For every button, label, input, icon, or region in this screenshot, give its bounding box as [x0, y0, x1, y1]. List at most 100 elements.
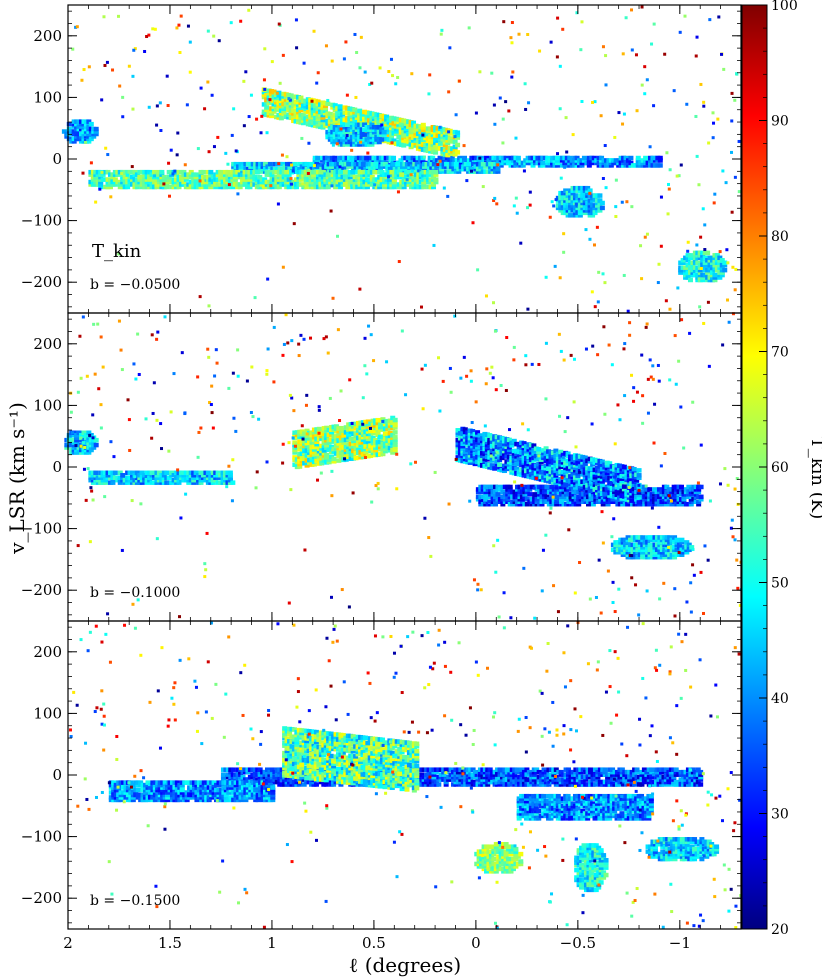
data-cell [582, 455, 588, 460]
data-cell [661, 487, 667, 492]
data-cell [593, 243, 597, 247]
data-cell [672, 89, 676, 93]
data-cell [590, 213, 596, 218]
data-cell [519, 499, 525, 504]
data-cell [93, 177, 99, 182]
data-cell [688, 494, 694, 500]
data-cell [590, 489, 596, 495]
data-cell [169, 148, 173, 152]
data-cell [117, 480, 123, 485]
data-cell [338, 161, 344, 167]
data-cell [593, 305, 597, 309]
emission-structure [678, 250, 728, 283]
data-cell [668, 168, 672, 172]
data-cell [166, 475, 172, 480]
data-cell [349, 127, 355, 132]
data-cell [683, 272, 689, 278]
data-cell [554, 499, 560, 504]
data-cell [314, 161, 320, 167]
data-cell [360, 177, 366, 182]
data-cell [218, 169, 224, 175]
data-cell [705, 270, 711, 275]
data-cell [303, 179, 309, 185]
data-cell [687, 265, 693, 270]
data-cell [622, 112, 626, 116]
data-cell [248, 166, 254, 172]
data-cell [164, 470, 170, 476]
data-cell [507, 109, 511, 113]
data-cell [577, 188, 583, 193]
data-cell [335, 179, 341, 185]
data-cell [687, 253, 693, 258]
data-cell [325, 172, 331, 177]
data-cell [730, 119, 734, 123]
data-cell [713, 192, 717, 196]
data-cell [276, 202, 280, 206]
y-tick-label: 200 [33, 27, 62, 45]
data-cell [600, 499, 606, 504]
data-cell [555, 160, 561, 166]
data-cell [263, 47, 267, 51]
data-cell [604, 465, 610, 471]
data-cell [576, 489, 582, 495]
data-cell [379, 169, 385, 175]
data-cell [144, 480, 150, 485]
data-cell [152, 169, 158, 175]
data-cell [474, 111, 478, 115]
data-cell [560, 457, 566, 463]
data-cell [276, 184, 282, 190]
data-cell [531, 450, 537, 456]
data-cell [288, 93, 294, 98]
data-cell [149, 182, 155, 187]
data-cell [695, 260, 701, 265]
data-cell [681, 497, 687, 502]
data-cell [497, 462, 503, 467]
data-cell [350, 148, 354, 152]
data-cell [253, 296, 257, 300]
data-cell [421, 184, 427, 190]
data-cell [493, 196, 497, 200]
data-cell [587, 205, 593, 211]
data-cell [132, 48, 136, 52]
data-cell [394, 174, 400, 180]
data-cell [664, 299, 668, 303]
data-cell [696, 487, 702, 492]
data-cell [419, 305, 423, 309]
data-cell [420, 158, 426, 163]
data-cell [213, 179, 219, 185]
data-cell [281, 53, 285, 57]
data-cell [737, 190, 741, 194]
data-cell [510, 41, 514, 45]
data-cell [169, 480, 175, 485]
data-cell [332, 155, 338, 161]
data-cell [528, 203, 532, 207]
data-cell [166, 177, 172, 182]
data-cell [401, 184, 407, 190]
data-cell [262, 78, 266, 82]
data-cell [438, 159, 442, 163]
data-cell [358, 287, 362, 291]
data-cell [711, 111, 715, 115]
data-cell [262, 166, 268, 172]
data-cell [292, 450, 298, 455]
data-cell [576, 499, 582, 504]
data-cell [292, 222, 296, 226]
data-cell [495, 494, 501, 500]
data-cell [717, 275, 723, 280]
data-cell [79, 124, 85, 129]
data-cell [526, 33, 530, 37]
data-cell [719, 258, 725, 263]
data-cell [322, 105, 328, 111]
data-cell [643, 155, 649, 161]
data-cell [66, 136, 72, 142]
data-cell [466, 161, 472, 167]
data-cell [628, 160, 634, 166]
data-cell [694, 114, 698, 118]
data-cell [407, 161, 413, 167]
data-cell [666, 499, 672, 504]
data-cell [413, 177, 419, 182]
data-cell [492, 103, 496, 107]
data-cell [225, 184, 231, 190]
data-cell [193, 177, 199, 182]
